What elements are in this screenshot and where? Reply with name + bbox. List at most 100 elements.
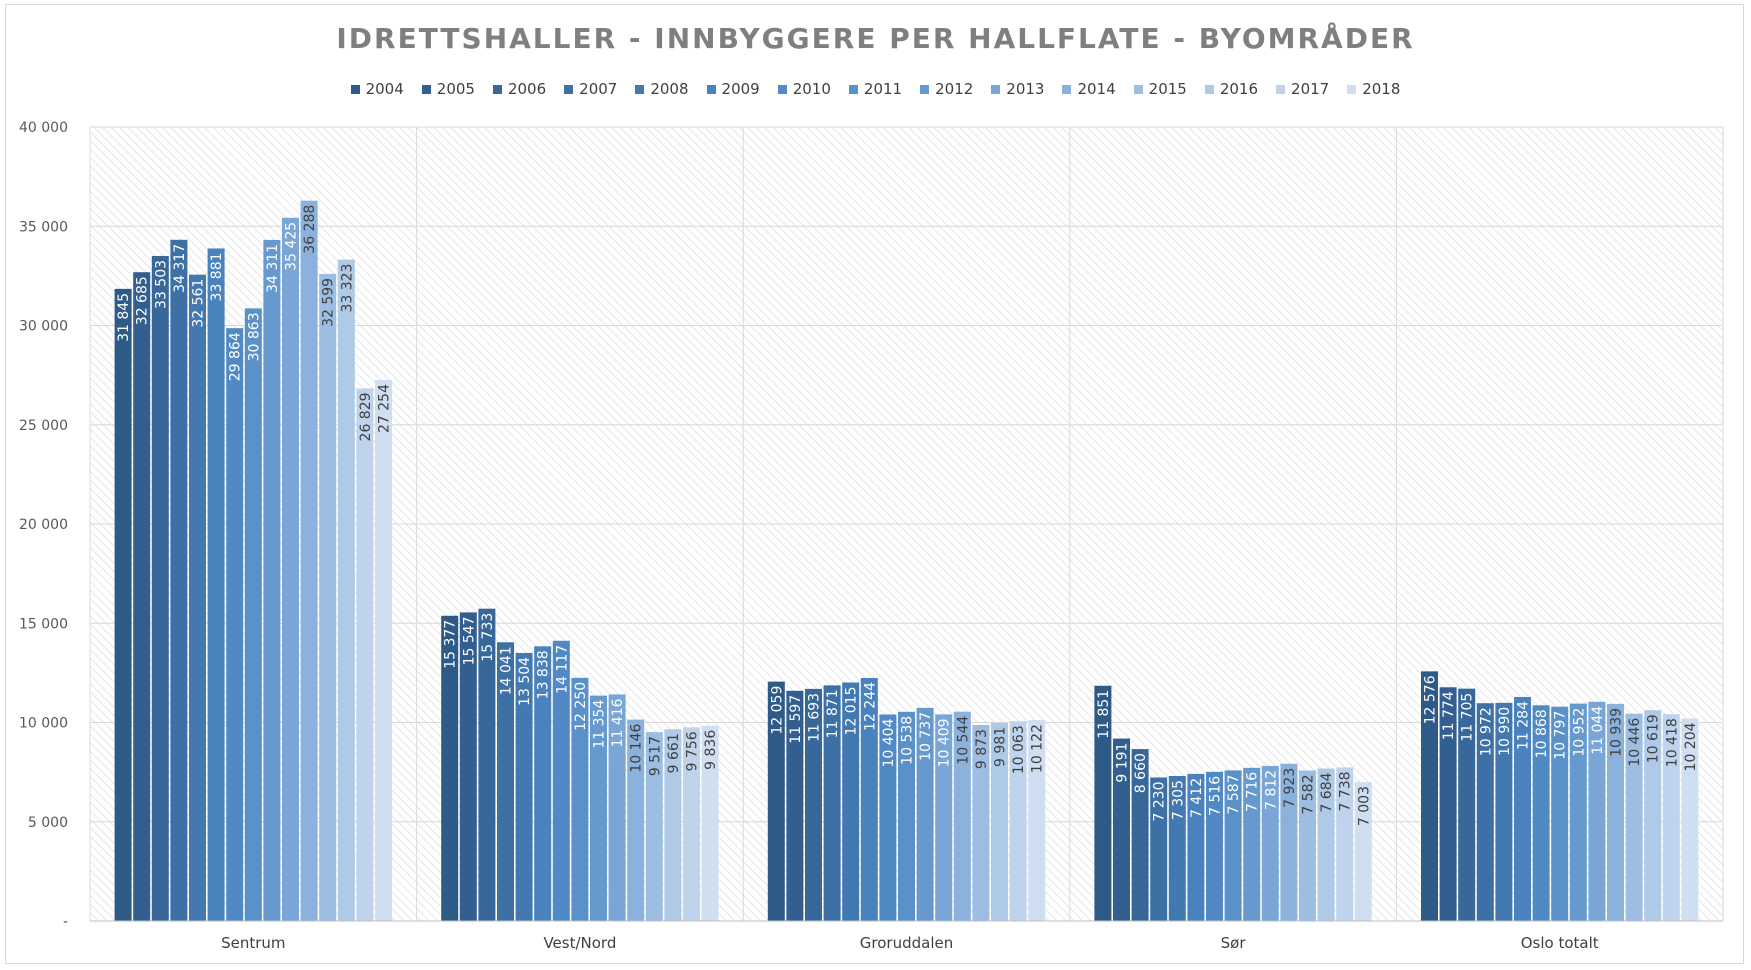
bar (1131, 749, 1149, 921)
bar-value-label: 10 146 (629, 724, 645, 773)
bar (683, 727, 700, 921)
bar (1681, 718, 1699, 921)
bar (282, 217, 299, 922)
legend-swatch (991, 84, 1001, 94)
bar-value-label: 10 404 (881, 718, 897, 767)
bar-value-label: 32 599 (321, 278, 337, 327)
bar (786, 690, 804, 921)
bar (1094, 685, 1112, 921)
legend-item-2005: 2005 (421, 80, 475, 98)
bar (1532, 705, 1550, 921)
y-tick-label: 15 000 (19, 616, 68, 632)
bar-value-label: 9 191 (1115, 743, 1131, 783)
bar (1187, 773, 1205, 921)
bar (805, 688, 822, 921)
bar (1206, 771, 1223, 921)
bar (991, 722, 1008, 921)
bar (1317, 768, 1335, 921)
bar (226, 328, 244, 921)
legend-swatch (848, 84, 858, 94)
bar-value-label: 32 685 (135, 276, 151, 325)
bar (823, 685, 841, 921)
bar-value-label: 9 873 (974, 729, 990, 769)
bar (263, 239, 281, 922)
x-category-label: Sør (1221, 934, 1247, 952)
bar (337, 259, 355, 921)
y-tick-label: 10 000 (19, 716, 68, 732)
bar (207, 248, 225, 921)
bar (375, 380, 392, 922)
bar-value-label: 10 990 (1497, 707, 1513, 756)
bar (189, 274, 206, 921)
bar (1644, 710, 1662, 921)
bar-value-label: 10 122 (1030, 724, 1046, 773)
bar-value-label: 12 244 (862, 682, 878, 731)
bar-value-label: 11 416 (610, 698, 626, 747)
bar-value-label: 31 845 (116, 293, 132, 342)
legend-label: 2006 (507, 80, 547, 98)
chart-title: IDRETTSHALLER - INNBYGGERE PER HALLFLATE… (336, 22, 1415, 55)
bar-value-label: 12 015 (844, 687, 860, 736)
legend-swatch (1347, 84, 1357, 94)
bar-value-label: 7 003 (1356, 786, 1372, 826)
bar-value-label: 10 538 (900, 716, 916, 765)
bar-value-label: 26 829 (358, 392, 374, 441)
bar (1224, 770, 1242, 921)
legend-swatch (777, 84, 787, 94)
bar-value-label: 10 063 (1011, 725, 1027, 774)
bar-value-label: 34 311 (265, 244, 281, 293)
bar (1009, 721, 1027, 921)
legend-label: 2014 (1077, 80, 1116, 98)
legend-label: 2008 (650, 80, 689, 98)
legend-label: 2017 (1291, 80, 1330, 98)
bar-value-label: 11 693 (807, 693, 823, 742)
bar-value-label: 10 952 (1571, 708, 1587, 757)
legend-item-2015: 2015 (1133, 80, 1187, 98)
legend-swatch (635, 84, 645, 94)
bar (1662, 714, 1680, 921)
legend-swatch (706, 84, 716, 94)
bar (244, 308, 262, 921)
legend-item-2004: 2004 (350, 80, 404, 98)
legend-swatch (421, 84, 431, 94)
y-tick-label: 20 000 (19, 517, 68, 533)
bar (1028, 720, 1046, 921)
bar (627, 719, 645, 921)
bar-value-label: 13 838 (536, 650, 552, 699)
bar-value-label: 33 323 (339, 264, 355, 313)
bar-value-label: 33 503 (153, 260, 169, 309)
bar-value-label: 10 737 (918, 712, 934, 761)
bar (1113, 738, 1130, 921)
bar (497, 642, 514, 921)
legend-swatch (1276, 84, 1286, 94)
bar-value-label: 10 204 (1683, 722, 1699, 771)
legend-label: 2007 (579, 80, 618, 98)
bar-value-label: 36 288 (302, 205, 318, 254)
x-category-label: Vest/Nord (543, 934, 616, 952)
legend-label: 2018 (1362, 80, 1401, 98)
y-tick-label: 40 000 (19, 120, 68, 136)
bar (645, 732, 663, 921)
bar-value-label: 9 517 (647, 736, 663, 776)
legend-label: 2009 (721, 80, 760, 98)
legend-label: 2013 (1006, 80, 1045, 98)
bar (608, 694, 626, 921)
bar-value-label: 11 044 (1590, 706, 1606, 755)
bar-value-label: 7 587 (1226, 774, 1242, 814)
bar-value-label: 10 619 (1646, 714, 1662, 763)
bar-value-label: 29 864 (228, 332, 244, 381)
legend-item-2014: 2014 (1062, 80, 1116, 98)
bar (972, 725, 990, 921)
bar (319, 273, 337, 921)
bar (114, 288, 132, 922)
y-tick-label: 30 000 (19, 319, 68, 335)
bar-value-label: 35 425 (284, 222, 300, 271)
bar (664, 729, 682, 921)
bar-value-label: 7 684 (1319, 772, 1335, 812)
bar-value-label: 7 412 (1189, 778, 1205, 818)
y-tick-label: 35 000 (19, 219, 68, 235)
bar (571, 677, 589, 921)
legend-swatch (1062, 84, 1072, 94)
bar-value-label: 7 516 (1208, 776, 1224, 816)
